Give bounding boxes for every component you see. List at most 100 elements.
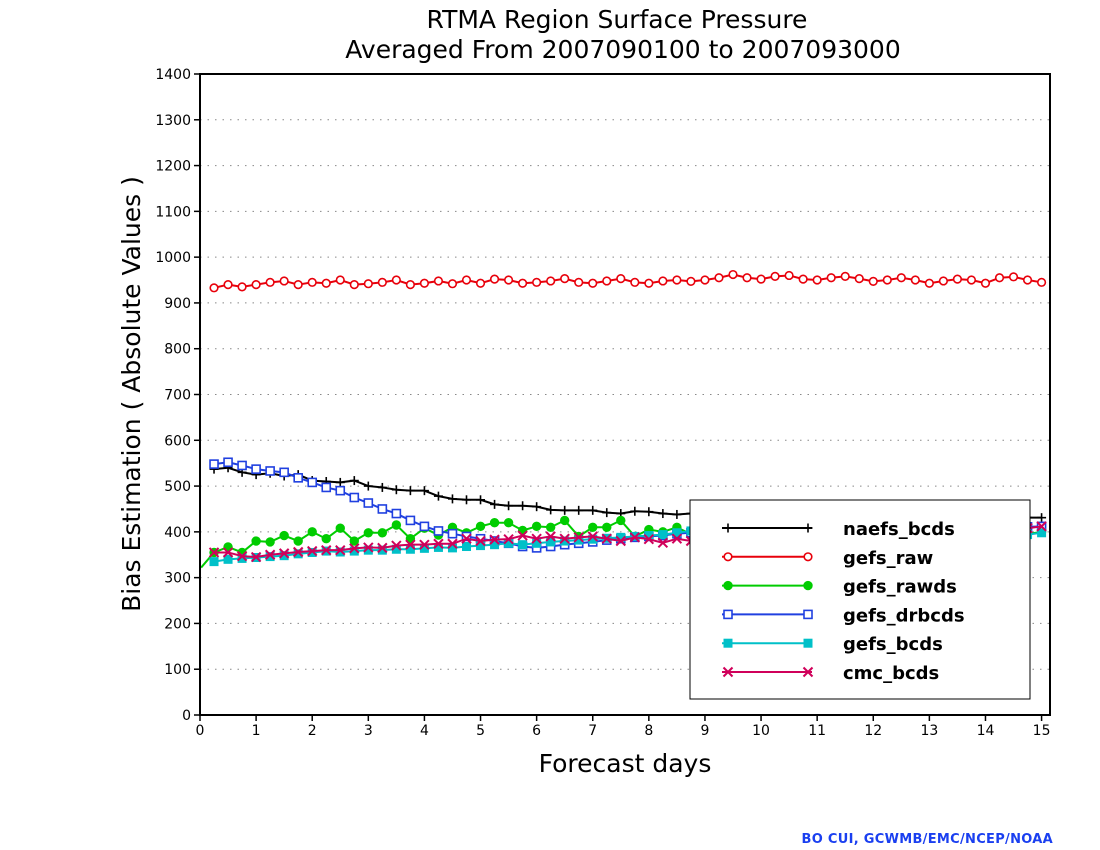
y-tick-label: 0 (182, 708, 191, 724)
y-tick-label: 600 (164, 433, 191, 449)
data-point (826, 273, 836, 283)
x-tick-label: 3 (364, 723, 373, 739)
data-point (1036, 521, 1047, 532)
data-point (714, 273, 724, 283)
data-point (405, 515, 416, 526)
data-point (532, 277, 542, 287)
data-point-b (629, 532, 641, 543)
data-point (279, 467, 289, 478)
chart-title: RTMA Region Surface Pressure (427, 5, 808, 34)
legend-label: gefs_drbcds (843, 605, 965, 626)
data-point (335, 275, 345, 285)
data-point (405, 544, 415, 554)
x-tick-label: 5 (476, 723, 485, 739)
data-point-b (264, 549, 276, 560)
data-point-b (531, 533, 542, 544)
data-point (223, 457, 233, 468)
legend-marker (722, 666, 734, 678)
data-point (924, 278, 934, 288)
data-point (1037, 513, 1047, 523)
data-point (265, 537, 275, 547)
x-tick-label: 11 (808, 723, 826, 739)
data-point (377, 528, 388, 538)
author-credit: BO CUI, GCWMB/EMC/NCEP/NOAA (801, 832, 1053, 847)
data-point (601, 533, 612, 544)
data-point (1036, 277, 1047, 287)
x-tick-label: 12 (864, 723, 882, 739)
data-point-b (447, 538, 458, 549)
legend-marker (723, 580, 733, 591)
data-point (630, 277, 640, 287)
data-point (377, 542, 388, 554)
legend-marker (803, 580, 813, 591)
data-point (503, 275, 514, 285)
x-tick-label: 1 (252, 723, 261, 739)
data-point (882, 275, 892, 285)
data-point (546, 537, 556, 547)
data-point-b (545, 531, 556, 542)
data-point (615, 535, 626, 547)
data-point (896, 273, 906, 283)
data-point-b (377, 542, 388, 554)
data-point (503, 518, 514, 528)
data-point (602, 508, 612, 518)
data-point (405, 280, 415, 290)
data-point (489, 274, 500, 284)
data-point (349, 546, 359, 556)
legend-item-cmc_bcds: cmc_bcds (722, 663, 939, 684)
data-point (363, 528, 374, 538)
data-point (545, 522, 556, 532)
data-point (559, 515, 570, 526)
x-tick-label: 14 (977, 723, 995, 739)
data-point (1008, 272, 1019, 282)
data-point-b (405, 539, 416, 550)
data-point (643, 533, 655, 545)
data-point (349, 492, 360, 503)
data-point (251, 464, 261, 474)
data-point (588, 505, 598, 515)
data-point-b (1036, 521, 1047, 532)
data-point (237, 553, 247, 563)
legend-marker (803, 638, 813, 648)
data-point (475, 521, 486, 532)
legend-item-gefs_bcds: gefs_bcds (722, 634, 943, 655)
data-point (686, 276, 696, 287)
data-point (476, 541, 486, 551)
legend-item-gefs_rawds: gefs_rawds (722, 577, 957, 598)
data-point (588, 534, 598, 544)
data-point (405, 486, 415, 496)
data-point-b (657, 537, 669, 549)
data-point (966, 275, 977, 285)
series-gefs_raw (209, 269, 1047, 293)
data-point-b (475, 535, 486, 547)
data-point (504, 501, 514, 511)
data-point (419, 539, 430, 550)
data-point-b (461, 533, 472, 544)
data-point (490, 499, 500, 509)
x-tick-label: 7 (588, 723, 597, 739)
data-point (377, 482, 387, 492)
data-point (616, 532, 626, 542)
data-point (560, 505, 570, 515)
data-point (251, 280, 261, 290)
y-tick-label: 100 (164, 662, 191, 678)
x-tick-label: 8 (644, 723, 653, 739)
data-point (629, 532, 641, 543)
data-point (518, 501, 528, 511)
data-point-b (236, 550, 248, 562)
data-point-b (419, 539, 430, 550)
data-point (377, 504, 388, 514)
data-point (363, 481, 373, 491)
data-point (489, 518, 500, 528)
data-point (307, 277, 317, 287)
data-point (447, 494, 457, 504)
legend-marker (803, 609, 813, 620)
data-point (868, 276, 878, 287)
data-point (812, 275, 822, 285)
data-point (307, 477, 318, 488)
data-point (756, 274, 766, 284)
data-point (588, 522, 598, 532)
data-point (798, 274, 808, 284)
data-point (489, 534, 500, 545)
y-tick-label: 1300 (155, 113, 191, 129)
